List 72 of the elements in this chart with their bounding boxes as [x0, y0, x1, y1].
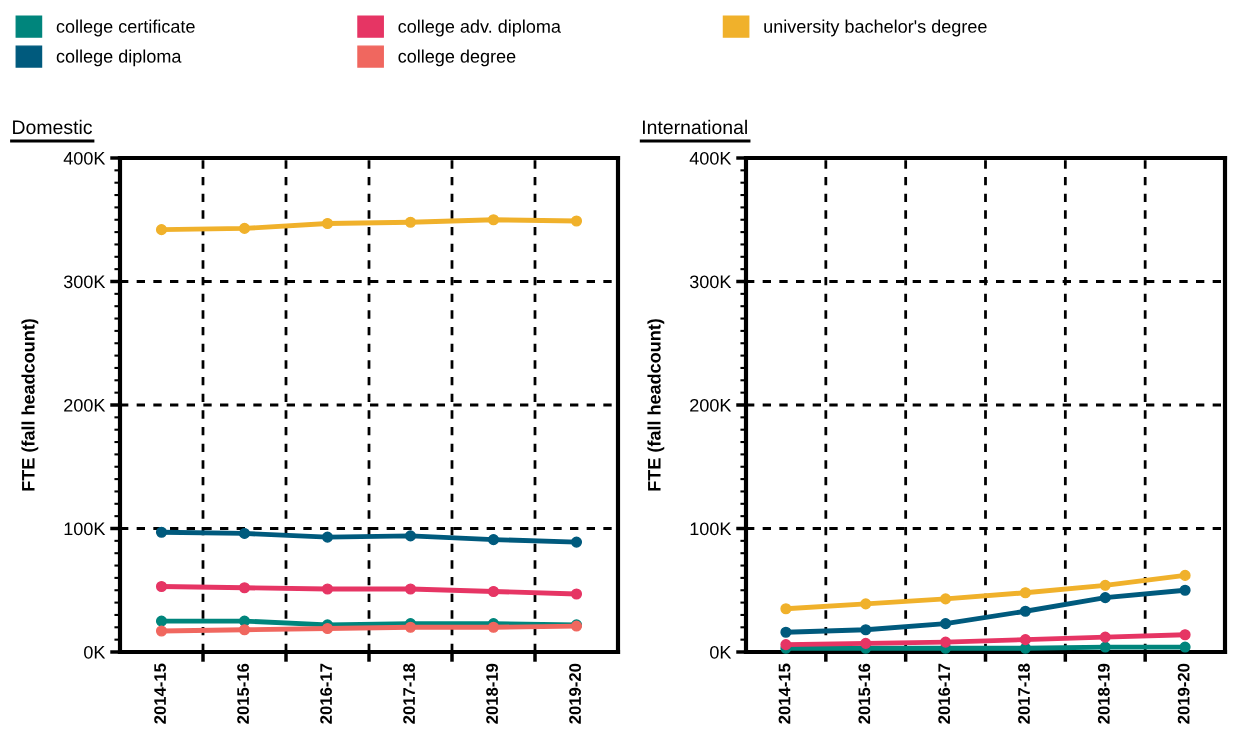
legend-label: college degree [398, 49, 516, 67]
x-tick-label: 2017-18 [403, 663, 415, 724]
point [940, 618, 952, 630]
point [1179, 641, 1191, 653]
point [1019, 587, 1031, 599]
point [1099, 579, 1111, 591]
point [1179, 569, 1191, 581]
point [238, 624, 251, 636]
point [570, 536, 583, 548]
point [860, 598, 872, 610]
x-tick-label: 2014-15 [778, 663, 791, 724]
y-tick-label: 300K [63, 275, 106, 289]
point [238, 222, 251, 234]
legend-label: university bachelor's degree [764, 19, 987, 37]
y-axis-title: FTE (fall headcount) [21, 319, 39, 491]
point [404, 530, 417, 542]
point [1179, 584, 1191, 596]
y-tick-label: 200K [690, 398, 732, 412]
x-tick-label: 2019-20 [1177, 663, 1190, 724]
x-tick-label: 2014-15 [154, 663, 166, 724]
legend-label: college diploma [56, 49, 182, 67]
y-tick-label: 400K [689, 151, 732, 165]
point [860, 637, 872, 649]
point [1019, 634, 1031, 646]
point [860, 624, 872, 636]
y-tick-label: 0K [84, 645, 106, 659]
legend-label: college adv. diploma [398, 19, 561, 37]
x-tick-label: 2018-19 [486, 663, 498, 724]
point [780, 626, 792, 638]
point [238, 582, 251, 594]
point [321, 583, 334, 595]
point [1179, 629, 1191, 641]
x-tick-label: 2015-16 [237, 663, 249, 724]
point [487, 585, 500, 598]
point [570, 215, 583, 227]
x-tick-label: 2018-19 [1097, 663, 1110, 724]
point [321, 531, 334, 543]
point [155, 580, 168, 593]
point [1099, 641, 1111, 653]
point [570, 588, 583, 600]
point [487, 214, 500, 226]
point [1099, 592, 1111, 604]
point [404, 583, 417, 595]
x-tick-label: 2019-20 [569, 663, 581, 724]
x-tick-label: 2016-17 [938, 663, 951, 724]
y-tick-label: 100K [64, 522, 106, 536]
point [940, 593, 952, 605]
y-tick-label: 0K [710, 645, 732, 659]
point [487, 534, 500, 546]
legend-label: college certificate [56, 19, 195, 37]
y-tick-label: 300K [689, 275, 732, 289]
x-tick-label: 2015-16 [858, 663, 871, 724]
x-tick-label: 2017-18 [1018, 663, 1030, 724]
point [155, 625, 168, 637]
point [155, 224, 168, 236]
y-tick-label: 200K [64, 398, 106, 412]
y-tick-label: 100K [690, 522, 732, 536]
y-axis-title: FTE (fall headcount) [647, 319, 665, 491]
chart-title: Domestic [13, 119, 93, 135]
point [1099, 631, 1111, 643]
point [321, 217, 334, 230]
point [321, 622, 334, 635]
point [404, 216, 417, 228]
point [1019, 605, 1031, 617]
point [155, 526, 168, 538]
x-tick-label: 2016-17 [320, 663, 332, 724]
point [155, 615, 168, 627]
point [780, 603, 792, 615]
chart-title: International [642, 119, 747, 135]
point [940, 636, 952, 648]
y-tick-label: 400K [63, 151, 106, 165]
point [238, 527, 251, 539]
